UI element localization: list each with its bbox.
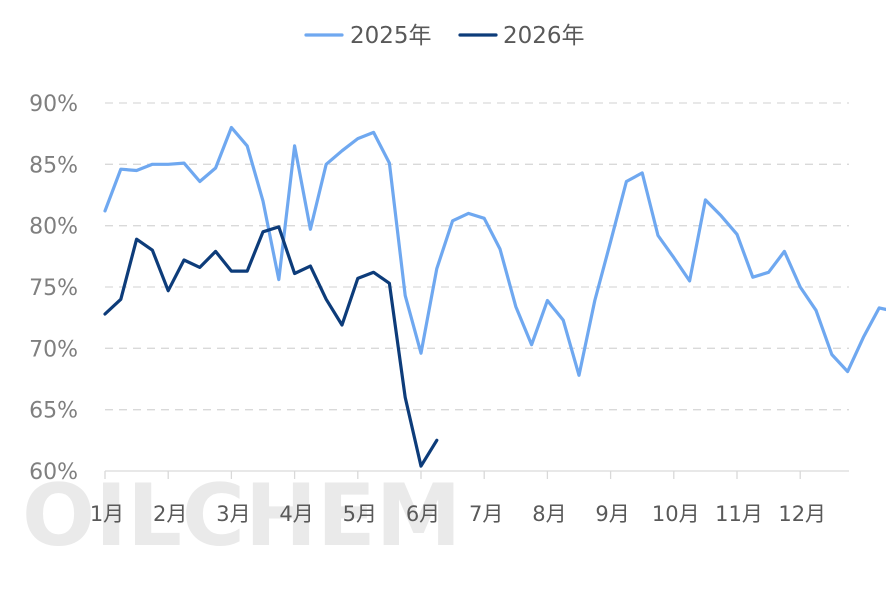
legend-label-2: 2026年 [503, 23, 585, 49]
y-tick-label: 65% [29, 399, 78, 424]
series-line-1 [103, 125, 886, 377]
x-tick-label: 9月 [595, 502, 629, 526]
x-tick-label: 11月 [715, 502, 763, 526]
x-tick-label: 4月 [279, 502, 313, 526]
y-tick-label: 75% [29, 276, 78, 301]
series-line-2 [103, 225, 439, 468]
y-tick-label: 70% [29, 337, 78, 362]
x-tick-label: 8月 [532, 502, 566, 526]
grid-layer [105, 102, 849, 411]
axis-layer: 60% 65% 70% 75% 80% 85% 90% 1月 2月 3月 4月 5月 6月 7月 8月 9月 1… [29, 92, 849, 526]
y-tick-label: 60% [29, 460, 78, 485]
legend: 2025年 2026年 [304, 23, 585, 49]
x-tick-label: 10月 [652, 502, 700, 526]
x-tick-label: 2月 [153, 502, 187, 526]
y-tick-label: 90% [29, 92, 78, 117]
legend-label-1: 2025年 [350, 23, 432, 49]
series-layer [103, 125, 886, 468]
y-tick-label: 85% [29, 153, 78, 178]
watermark-text: OILCHEM [22, 466, 461, 566]
x-tick-label: 7月 [469, 502, 503, 526]
watermark-layer: OILCHEM [22, 466, 461, 566]
x-tick-label: 3月 [216, 502, 250, 526]
x-tick-label: 12月 [778, 502, 826, 526]
x-tick-label: 1月 [90, 502, 124, 526]
x-tick-label: 6月 [406, 502, 440, 526]
y-tick-label: 80% [29, 215, 78, 240]
x-tick-label: 5月 [343, 502, 377, 526]
